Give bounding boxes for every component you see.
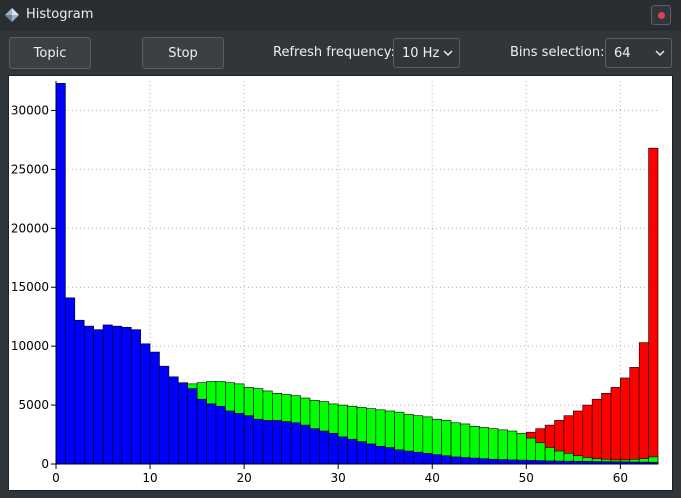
y-tick-label: 10000 — [11, 339, 49, 353]
histogram-bar — [648, 147, 659, 465]
chevron-down-icon — [443, 50, 453, 56]
histogram-bar — [93, 329, 104, 465]
histogram-bar — [431, 454, 442, 465]
histogram-bar — [347, 438, 358, 465]
y-tick-label: 15000 — [11, 280, 49, 294]
histogram-bar — [121, 326, 132, 465]
histogram-bar — [507, 459, 518, 465]
y-tick-label: 20000 — [11, 221, 49, 235]
refresh-frequency-label: Refresh frequency: — [273, 45, 395, 60]
bins-selection-select[interactable]: 64 — [605, 38, 672, 68]
histogram-bar — [516, 433, 527, 465]
histogram-bar — [168, 376, 179, 465]
histogram-bar — [413, 451, 424, 465]
histogram-bar — [507, 430, 518, 465]
histogram-bar — [366, 443, 377, 465]
x-tick-label: 50 — [519, 471, 534, 485]
histogram-bar — [497, 429, 508, 465]
histogram-bar — [272, 420, 283, 465]
y-tick-label: 0 — [41, 457, 49, 471]
histogram-bar — [478, 458, 489, 465]
histogram-bar — [591, 398, 602, 465]
refresh-frequency-select[interactable]: 10 Hz — [393, 38, 460, 68]
histogram-bar — [601, 392, 612, 465]
histogram-bar — [638, 342, 649, 465]
histogram-bar — [130, 329, 141, 465]
histogram-bar — [112, 325, 123, 465]
histogram-bar — [206, 403, 217, 465]
histogram-bar — [460, 457, 471, 465]
bins-selection-value: 64 — [614, 46, 631, 61]
histogram-bar — [281, 421, 292, 465]
y-tick-label: 25000 — [11, 162, 49, 176]
close-icon — [658, 12, 665, 19]
histogram-bar — [187, 388, 198, 465]
histogram-bar — [177, 382, 188, 465]
histogram-bar — [225, 410, 236, 465]
title-bar: Histogram — [0, 0, 681, 30]
histogram-bar — [526, 460, 537, 465]
x-tick-label: 30 — [331, 471, 346, 485]
histogram-plot: 0 10 20 30 40 50 60 0 5000 10000 15000 20000 25000 30… — [8, 75, 673, 491]
histogram-bar — [243, 415, 254, 465]
histogram-bar — [102, 324, 113, 465]
refresh-frequency-value: 10 Hz — [402, 46, 440, 61]
histogram-bar — [620, 377, 631, 465]
diamond-app-icon — [5, 8, 19, 22]
histogram-bar — [159, 365, 170, 465]
histogram-bar — [215, 405, 226, 465]
histogram-bar — [55, 83, 66, 465]
histogram-bar — [450, 456, 461, 465]
histogram-bar — [441, 455, 452, 465]
stop-button[interactable]: Stop — [142, 37, 224, 69]
histogram-bar — [234, 413, 245, 465]
histogram-chart: 0 10 20 30 40 50 60 0 5000 10000 15000 20000 25000 30… — [11, 81, 659, 485]
histogram-bar — [65, 297, 76, 465]
close-button[interactable] — [651, 5, 671, 25]
window-title: Histogram — [26, 7, 94, 22]
histogram-bar — [403, 450, 414, 465]
x-tick-label: 10 — [142, 471, 157, 485]
chevron-down-icon — [655, 50, 665, 56]
histogram-bar — [300, 424, 311, 465]
histogram-bar — [497, 459, 508, 465]
y-tick-label: 5000 — [18, 398, 49, 412]
histogram-bar — [582, 404, 593, 465]
histogram-bar — [610, 387, 621, 465]
histogram-bar — [262, 420, 273, 465]
histogram-bar — [629, 367, 640, 465]
x-tick-label: 40 — [425, 471, 440, 485]
histogram-bar — [375, 446, 386, 465]
histogram-bar — [253, 418, 264, 465]
bins-selection-label: Bins selection: — [510, 45, 605, 60]
histogram-bar — [394, 449, 405, 465]
histogram-bar — [319, 430, 330, 465]
x-tick-label: 20 — [236, 471, 251, 485]
histogram-bar — [535, 460, 546, 465]
histogram-bar — [337, 436, 348, 465]
histogram-bar — [488, 458, 499, 465]
histogram-bar — [516, 459, 527, 465]
x-tick-label: 60 — [613, 471, 628, 485]
histogram-bar — [74, 319, 85, 465]
histogram-bar — [149, 351, 160, 465]
histogram-bar — [309, 428, 320, 465]
histogram-bar — [196, 398, 207, 465]
histogram-bar — [140, 343, 151, 465]
y-tick-label: 30000 — [11, 103, 49, 117]
histogram-bar — [422, 453, 433, 465]
histogram-bar — [488, 428, 499, 465]
histogram-bar — [384, 447, 395, 465]
histogram-bar — [290, 422, 301, 465]
x-tick-label: 0 — [52, 471, 60, 485]
histogram-bar — [356, 441, 367, 465]
histogram-bar — [469, 457, 480, 465]
histogram-bar — [83, 325, 94, 465]
histogram-bar — [328, 433, 339, 465]
topic-button[interactable]: Topic — [9, 37, 91, 69]
